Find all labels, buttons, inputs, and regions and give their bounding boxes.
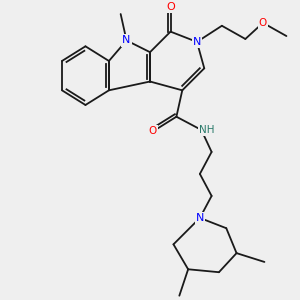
Text: O: O [166,2,175,12]
Text: NH: NH [200,125,215,135]
Text: N: N [196,213,204,223]
Text: N: N [193,37,201,47]
Text: O: O [259,18,267,28]
Text: N: N [122,35,131,45]
Text: O: O [149,126,157,136]
